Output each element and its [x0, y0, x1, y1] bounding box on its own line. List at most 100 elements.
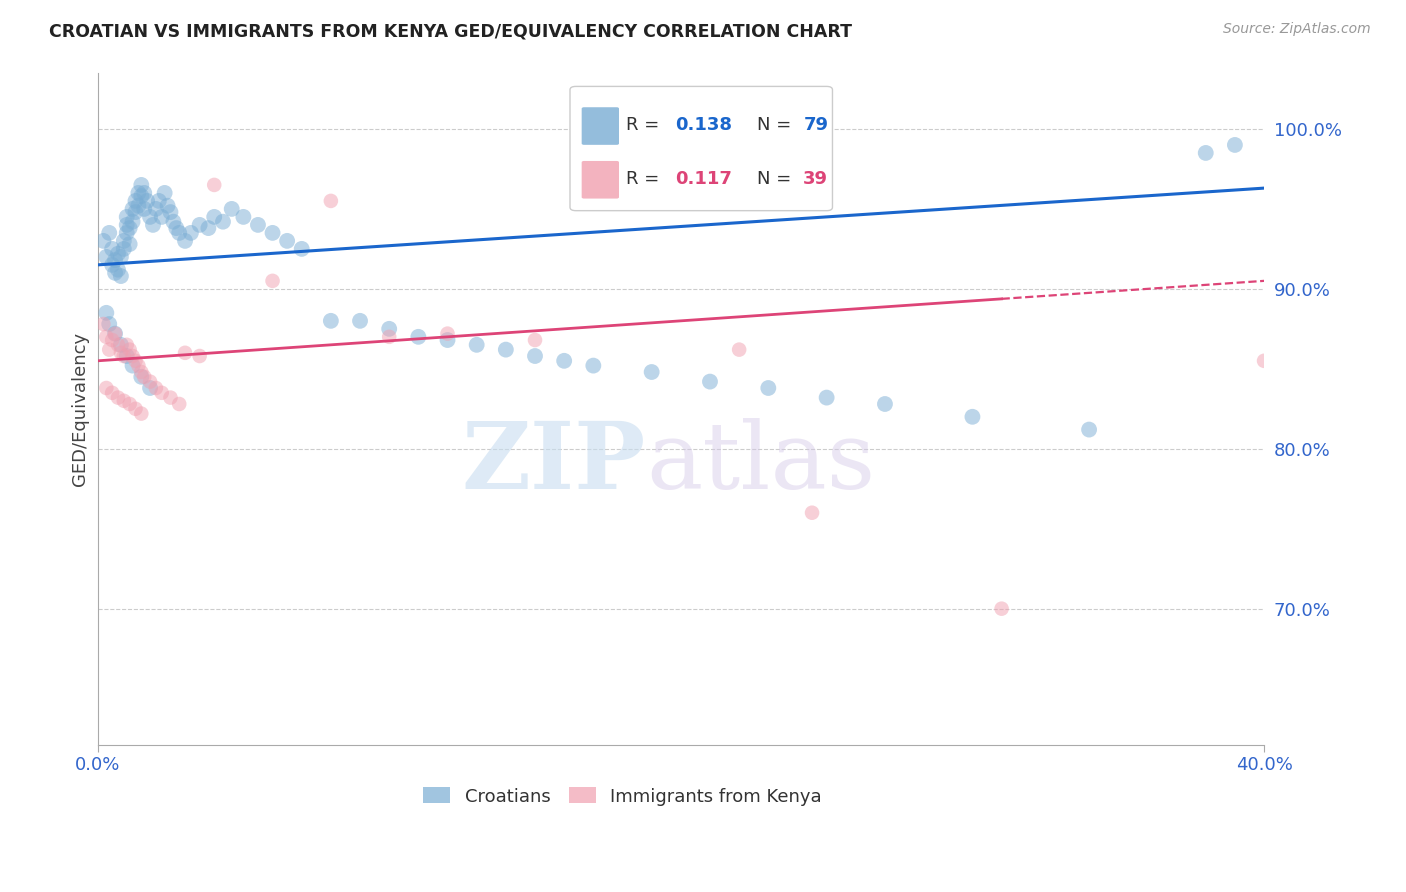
Point	[96, 306, 118, 320]
Point	[162, 215, 184, 229]
Point	[378, 322, 401, 336]
Point	[107, 391, 129, 405]
Point	[124, 194, 146, 208]
Point	[124, 205, 146, 219]
Point	[93, 234, 115, 248]
Point	[197, 221, 219, 235]
Point	[167, 226, 190, 240]
Y-axis label: GED/Equivalency: GED/Equivalency	[72, 332, 89, 486]
Point	[139, 375, 162, 389]
Point	[101, 258, 124, 272]
Text: 0.117: 0.117	[675, 170, 733, 188]
Point	[174, 234, 197, 248]
Point	[134, 186, 156, 200]
Point	[728, 343, 751, 357]
Point	[246, 218, 269, 232]
Point	[112, 234, 135, 248]
Point	[118, 397, 141, 411]
Point	[110, 250, 132, 264]
Point	[134, 369, 156, 384]
Point	[139, 210, 162, 224]
Point	[110, 346, 132, 360]
Point	[756, 381, 779, 395]
Point	[495, 343, 517, 357]
Point	[524, 333, 547, 347]
Point	[98, 317, 121, 331]
Point	[436, 333, 458, 347]
Point	[815, 391, 838, 405]
Text: Source: ZipAtlas.com: Source: ZipAtlas.com	[1223, 22, 1371, 37]
Point	[153, 186, 176, 200]
Point	[115, 338, 138, 352]
Point	[553, 354, 575, 368]
Point	[148, 194, 170, 208]
Point	[131, 407, 153, 421]
Point	[115, 349, 138, 363]
Point	[145, 381, 167, 395]
Text: 79: 79	[803, 116, 828, 135]
Point	[96, 381, 118, 395]
Point	[96, 250, 118, 264]
Point	[124, 401, 146, 416]
Text: CROATIAN VS IMMIGRANTS FROM KENYA GED/EQUIVALENCY CORRELATION CHART: CROATIAN VS IMMIGRANTS FROM KENYA GED/EQ…	[49, 22, 852, 40]
Point	[115, 210, 138, 224]
Point	[112, 349, 135, 363]
Point	[127, 359, 149, 373]
Point	[1223, 137, 1246, 152]
Point	[165, 221, 187, 235]
Point	[150, 385, 173, 400]
Point	[107, 262, 129, 277]
Point	[232, 210, 254, 224]
Text: R =: R =	[626, 116, 665, 135]
Point	[98, 343, 121, 357]
Point	[188, 218, 211, 232]
Point	[93, 317, 115, 331]
Text: atlas: atlas	[645, 417, 875, 508]
Point	[110, 268, 132, 283]
Point	[465, 338, 488, 352]
Point	[131, 189, 153, 203]
Text: R =: R =	[626, 170, 665, 188]
Point	[1253, 354, 1275, 368]
Point	[112, 393, 135, 408]
Point	[121, 202, 143, 216]
Point	[640, 365, 662, 379]
Point	[107, 246, 129, 260]
Point	[212, 215, 235, 229]
Point	[121, 349, 143, 363]
Text: N =: N =	[756, 116, 797, 135]
Point	[101, 242, 124, 256]
Text: 39: 39	[803, 170, 828, 188]
Point	[962, 409, 984, 424]
Point	[582, 359, 605, 373]
Point	[112, 242, 135, 256]
Point	[127, 186, 149, 200]
Point	[349, 314, 371, 328]
Point	[378, 330, 401, 344]
Point	[202, 210, 225, 224]
Text: 0.138: 0.138	[675, 116, 733, 135]
Text: ZIP: ZIP	[461, 417, 645, 508]
Point	[136, 194, 159, 208]
Point	[142, 218, 165, 232]
Point	[101, 385, 124, 400]
Point	[167, 397, 190, 411]
Point	[118, 221, 141, 235]
Point	[180, 226, 202, 240]
Point	[873, 397, 896, 411]
Point	[131, 369, 153, 384]
Point	[1195, 145, 1218, 160]
Point	[262, 274, 284, 288]
Point	[134, 202, 156, 216]
Point	[436, 326, 458, 341]
Point	[262, 226, 284, 240]
Point	[145, 202, 167, 216]
Point	[101, 333, 124, 347]
Point	[104, 253, 127, 268]
Point	[121, 215, 143, 229]
Legend: Croatians, Immigrants from Kenya: Croatians, Immigrants from Kenya	[416, 780, 830, 813]
Point	[221, 202, 243, 216]
Point	[150, 210, 173, 224]
Point	[990, 601, 1012, 615]
FancyBboxPatch shape	[582, 107, 619, 145]
